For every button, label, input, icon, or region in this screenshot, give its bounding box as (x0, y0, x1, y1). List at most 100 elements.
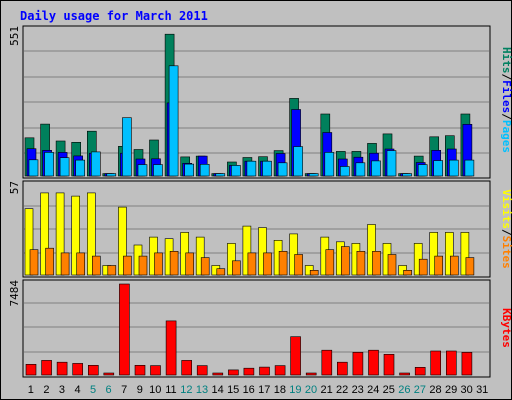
day-label: 30 (460, 384, 472, 396)
bar-visits (71, 195, 80, 276)
bar-pages (402, 173, 412, 177)
bar-sites (247, 252, 257, 276)
day-label: 11 (165, 384, 176, 396)
bar-kbytes (305, 372, 317, 376)
legend-middle: Visits/Sites (500, 189, 512, 269)
bar-pages (91, 151, 101, 177)
bar-pages (339, 166, 350, 177)
bar-kbytes (368, 349, 379, 376)
bar-sites (325, 249, 335, 276)
bar-visits (40, 192, 49, 276)
day-label: 31 (476, 384, 488, 396)
bar-sites (340, 246, 350, 276)
panel-border (22, 25, 491, 179)
bar-pages (277, 162, 288, 177)
bar-pages (137, 164, 148, 177)
bar-sites (294, 254, 303, 276)
day-label: 16 (243, 384, 255, 396)
bar-pages (246, 160, 257, 177)
bar-sites (92, 255, 101, 276)
bar-sites (434, 255, 444, 276)
bar-pages (44, 152, 54, 177)
bar-pages (59, 157, 70, 177)
bar-kbytes (228, 369, 239, 376)
day-label: 13 (196, 384, 208, 396)
legend-entry: Sites (500, 236, 512, 269)
day-label: 10 (149, 384, 161, 396)
bar-visits (24, 208, 34, 276)
bar-pages (122, 117, 132, 177)
bar-kbytes (88, 364, 99, 376)
bar-kbytes (25, 363, 37, 376)
day-label: 20 (305, 384, 317, 396)
day-label: 1 (28, 384, 34, 396)
legend-entry: Visits (500, 189, 512, 229)
bar-kbytes (119, 283, 130, 376)
day-label: 2 (43, 384, 49, 396)
bar-kbytes (445, 350, 457, 376)
bar-sites (387, 254, 397, 276)
bar-sites (232, 260, 241, 276)
bar-pages (75, 159, 85, 177)
legend-entry: Files (500, 80, 512, 113)
legend-entry: / (500, 229, 512, 236)
bar-pages (231, 165, 241, 177)
bar-pages (153, 164, 163, 177)
chart-title: Daily usage for March 2011 (20, 9, 208, 23)
bar-pages (28, 159, 39, 177)
bar-kbytes (399, 372, 410, 376)
day-label: 7 (121, 384, 127, 396)
bar-pages (464, 159, 475, 177)
bar-sites (403, 269, 412, 276)
legend-entry: KBytes (500, 308, 512, 348)
bar-pages (106, 173, 117, 177)
bar-sites (263, 252, 272, 276)
bar-kbytes (274, 365, 286, 376)
bar-sites (200, 257, 210, 276)
day-label: 21 (320, 384, 332, 396)
bar-sites (29, 249, 39, 276)
bar-visits (118, 206, 127, 276)
day-label: 18 (274, 384, 286, 396)
bar-kbytes (41, 360, 52, 376)
day-label: 15 (227, 384, 239, 396)
bar-kbytes (134, 364, 146, 376)
legend-entry: / (500, 113, 512, 120)
day-label: 5 (90, 384, 96, 396)
bar-pages (355, 162, 366, 177)
bar-pages (199, 164, 210, 177)
bar-kbytes (414, 366, 426, 376)
day-label: 4 (74, 384, 80, 396)
bar-sites (465, 257, 475, 276)
bar-kbytes (383, 353, 395, 376)
bar-kbytes (290, 336, 301, 376)
bar-visits (367, 224, 376, 276)
legend-bottom: KBytes (500, 308, 512, 348)
bar-sites (76, 252, 85, 276)
bar-pages (293, 146, 303, 177)
bar-visits (195, 236, 205, 276)
bar-sites (107, 265, 117, 276)
bar-sites (138, 255, 148, 276)
panel-border (22, 180, 491, 278)
day-label: 17 (258, 384, 270, 396)
day-label: 22 (336, 384, 348, 396)
bar-pages (417, 164, 428, 177)
legend-entry: / (500, 74, 512, 81)
bar-pages (371, 160, 381, 177)
bar-kbytes (430, 350, 442, 376)
y-max-label: 57 (8, 181, 21, 194)
bar-sites (356, 251, 366, 276)
bar-kbytes (196, 365, 208, 376)
bar-sites (123, 255, 132, 276)
day-label: 27 (414, 384, 426, 396)
day-label: 14 (211, 384, 223, 396)
day-label: 6 (106, 384, 112, 396)
bar-pages (215, 173, 226, 177)
day-label: 24 (367, 384, 379, 396)
bar-pages (448, 159, 459, 177)
bar-visits (87, 192, 96, 276)
day-label: 3 (59, 384, 65, 396)
